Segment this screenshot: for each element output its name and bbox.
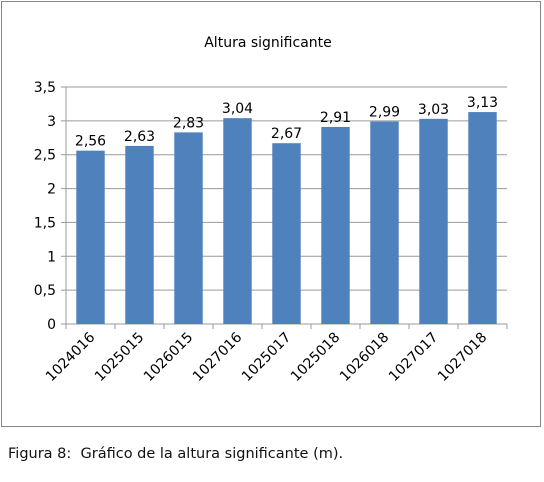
data-label: 2,83 (173, 115, 204, 131)
bar (272, 143, 301, 324)
bar (125, 145, 154, 324)
bar (223, 118, 252, 324)
figure-caption: Figura 8: Gráfico de la altura significa… (8, 446, 343, 462)
data-label: 2,91 (320, 110, 351, 126)
y-tick-label: 0 (47, 317, 56, 333)
bars (76, 112, 497, 324)
caption-label: Figura 8 (8, 446, 67, 462)
bar (370, 121, 399, 324)
y-tick-label: 0,5 (34, 283, 56, 299)
y-tick-label: 2,5 (34, 148, 56, 164)
caption-text: Gráfico de la altura significante (m). (80, 446, 344, 462)
y-tick-label: 2 (47, 182, 56, 198)
y-axis-ticks: 0 0,5 1 1,5 2 2,5 3 3,5 (34, 80, 56, 333)
data-label: 2,67 (271, 126, 302, 142)
bar-chart: Altura significante 0 0,5 1 1,5 2 2,5 3 3,5 1 0 2… (1, 1, 541, 427)
y-tick-label: 1,5 (34, 215, 56, 231)
data-label: 2,63 (124, 129, 155, 145)
bar (468, 112, 497, 324)
data-label: 3,13 (467, 95, 498, 111)
data-labels: 2,56 2,63 2,83 3,04 2,67 2,91 2,99 3,03 3,13 (75, 95, 498, 150)
y-tick-label: 3,5 (34, 80, 56, 96)
chart-title: Altura significante (204, 35, 332, 51)
y-tick-label: 1 (47, 249, 56, 265)
bar (174, 132, 203, 324)
y-tick-label: 3 (47, 114, 56, 130)
bar (321, 126, 350, 324)
caption-separator: : (66, 446, 72, 462)
data-label: 2,99 (369, 105, 400, 121)
data-label: 3,04 (222, 101, 253, 117)
data-label: 2,56 (75, 134, 106, 150)
bar (419, 118, 448, 324)
data-label: 3,03 (418, 102, 449, 118)
bar (76, 150, 105, 324)
